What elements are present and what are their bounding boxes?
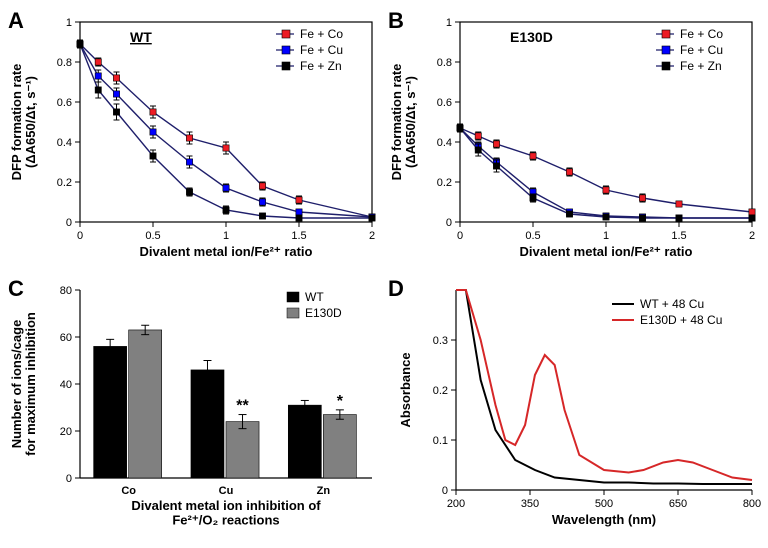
svg-text:Fe + Zn: Fe + Zn [680, 59, 722, 73]
svg-text:200: 200 [447, 498, 465, 510]
svg-text:0: 0 [457, 230, 463, 242]
panel-d-label: D [388, 276, 404, 302]
svg-text:80: 80 [60, 285, 72, 297]
svg-text:0.3: 0.3 [433, 335, 448, 347]
svg-text:0.6: 0.6 [437, 97, 452, 109]
svg-text:Fe + Co: Fe + Co [680, 27, 723, 41]
svg-text:1: 1 [66, 17, 72, 29]
svg-text:800: 800 [743, 498, 761, 510]
svg-text:1: 1 [223, 230, 229, 242]
svg-text:E130D + 48 Cu: E130D + 48 Cu [640, 313, 722, 327]
panel-d-chart: 200 350 500 650 800 0 0.1 0.2 0.3 Wavelength (nm)… [388, 276, 764, 538]
svg-text:Fe + Zn: Fe + Zn [300, 59, 342, 73]
svg-text:0.8: 0.8 [57, 57, 72, 69]
svg-text:0.2: 0.2 [433, 385, 448, 397]
svg-text:DFP formation rate(ΔA650/Δt, s: DFP formation rate(ΔA650/Δt, s⁻¹) [9, 64, 38, 181]
svg-text:WT: WT [130, 29, 152, 45]
svg-text:Zn: Zn [317, 485, 331, 497]
svg-text:E130D: E130D [305, 306, 342, 320]
panel-a: A 0 0.5 1 1.5 2 0 0.2 0.4 0.6 0.8 1 Divalent metal … [8, 8, 384, 272]
panel-a-label: A [8, 8, 24, 34]
svg-text:0.1: 0.1 [433, 435, 448, 447]
svg-text:Absorbance: Absorbance [398, 352, 413, 427]
svg-text:0: 0 [66, 473, 72, 485]
svg-text:0.4: 0.4 [437, 137, 452, 149]
svg-text:WT: WT [305, 290, 324, 304]
svg-text:Wavelength (nm): Wavelength (nm) [552, 512, 656, 527]
svg-text:Divalent metal ion/Fe²⁺ ratio: Divalent metal ion/Fe²⁺ ratio [139, 244, 312, 259]
svg-text:Fe + Co: Fe + Co [300, 27, 343, 41]
svg-text:0.4: 0.4 [57, 137, 72, 149]
svg-text:350: 350 [521, 498, 539, 510]
svg-text:0.2: 0.2 [437, 177, 452, 189]
svg-text:E130D: E130D [510, 29, 553, 45]
panel-a-chart: 0 0.5 1 1.5 2 0 0.2 0.4 0.6 0.8 1 Divalent metal io… [8, 8, 384, 270]
svg-text:1.5: 1.5 [291, 230, 306, 242]
svg-text:0.2: 0.2 [57, 177, 72, 189]
svg-text:**: ** [236, 398, 249, 415]
svg-text:0: 0 [66, 217, 72, 229]
svg-text:0: 0 [442, 485, 448, 497]
svg-text:Number of ions/cagefor maximum: Number of ions/cagefor maximum inhibitio… [9, 312, 38, 456]
panel-b: B 0 0.5 1 1.5 2 0 0.2 0.4 0.6 0.8 1 Divalent metal … [388, 8, 764, 272]
svg-text:WT + 48 Cu: WT + 48 Cu [640, 297, 704, 311]
panel-b-chart: 0 0.5 1 1.5 2 0 0.2 0.4 0.6 0.8 1 Divalent metal io… [388, 8, 764, 270]
svg-text:Divalent metal ion inhibition: Divalent metal ion inhibition ofFe²⁺/O₂ … [131, 498, 321, 527]
panel-c-chart: 0 20 40 60 80 Number of ions/cagefor maximum … [8, 276, 384, 538]
svg-text:40: 40 [60, 379, 72, 391]
svg-text:Fe + Cu: Fe + Cu [300, 43, 343, 57]
panel-d: D 200 350 500 650 800 0 0.1 0.2 0.3 Wavelength (n… [388, 276, 764, 540]
svg-text:2: 2 [369, 230, 375, 242]
panel-c-label: C [8, 276, 24, 302]
svg-text:0.5: 0.5 [525, 230, 540, 242]
svg-text:1: 1 [446, 17, 452, 29]
panel-c: C 0 20 40 60 80 Number of ions/cagefor maximu… [8, 276, 384, 540]
svg-text:0.6: 0.6 [57, 97, 72, 109]
svg-text:0.8: 0.8 [437, 57, 452, 69]
svg-text:1.5: 1.5 [671, 230, 686, 242]
svg-text:Fe + Cu: Fe + Cu [680, 43, 723, 57]
svg-text:Co: Co [121, 485, 136, 497]
figure-grid: A 00.511.5200.20.40.60.81Divalent metal … [8, 8, 760, 540]
svg-text:*: * [337, 393, 344, 410]
svg-text:0: 0 [77, 230, 83, 242]
svg-text:500: 500 [595, 498, 613, 510]
svg-text:0.5: 0.5 [145, 230, 160, 242]
svg-text:60: 60 [60, 332, 72, 344]
svg-text:DFP formation rate(ΔA650/Δt, s: DFP formation rate(ΔA650/Δt, s⁻¹) [389, 64, 418, 181]
svg-text:0: 0 [446, 217, 452, 229]
panel-b-label: B [388, 8, 404, 34]
svg-text:1: 1 [603, 230, 609, 242]
svg-text:20: 20 [60, 426, 72, 438]
svg-text:Cu: Cu [219, 485, 234, 497]
svg-text:Divalent metal ion/Fe²⁺ ratio: Divalent metal ion/Fe²⁺ ratio [519, 244, 692, 259]
svg-text:650: 650 [669, 498, 687, 510]
svg-text:2: 2 [749, 230, 755, 242]
